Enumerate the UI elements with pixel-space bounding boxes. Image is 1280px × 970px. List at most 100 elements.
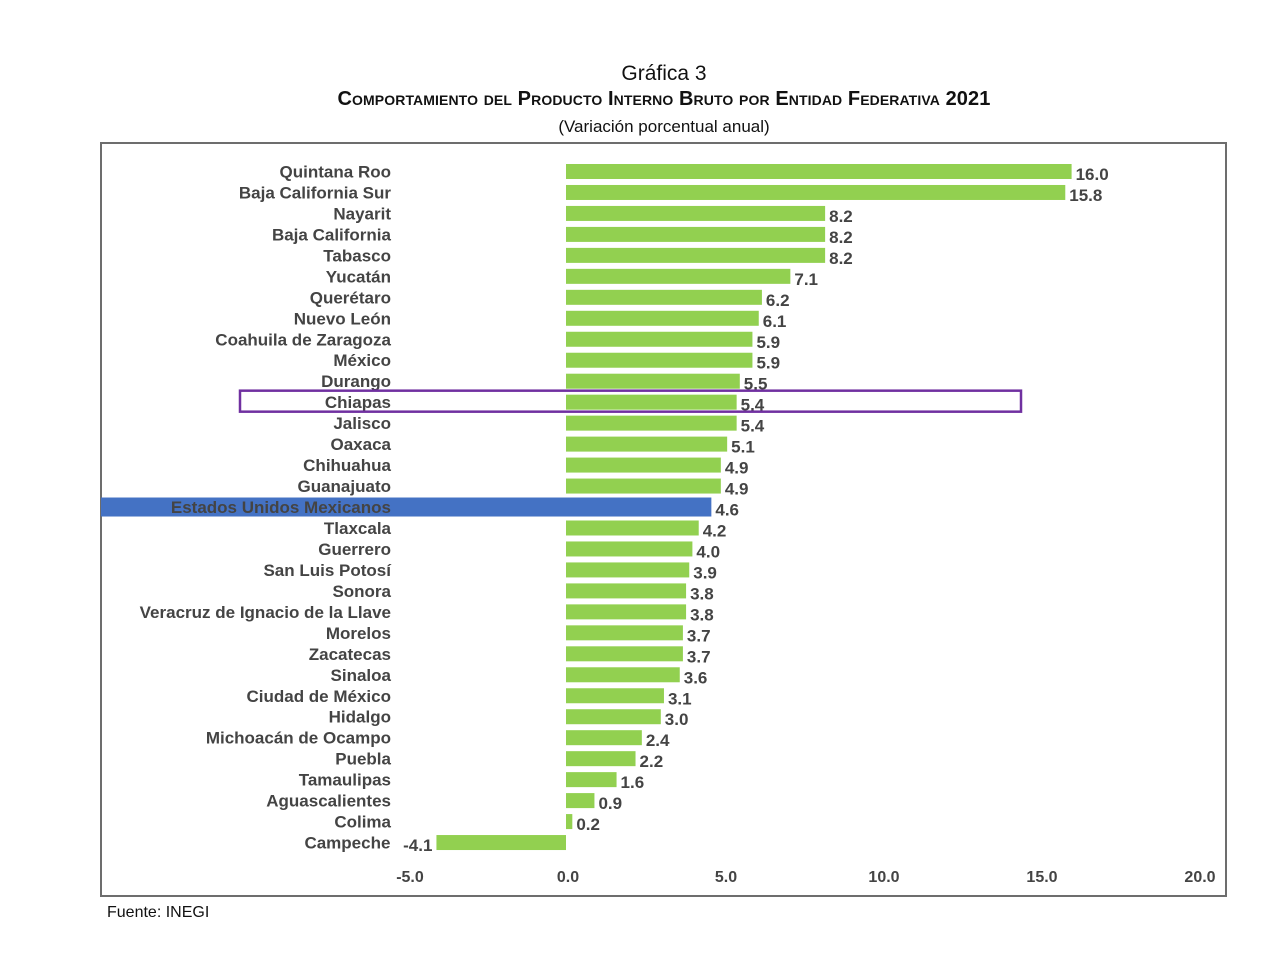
value-label: 16.0 — [1076, 165, 1109, 184]
bar-9 — [566, 352, 753, 368]
category-label: Coahuila de Zaragoza — [215, 330, 391, 349]
category-label: Sonora — [332, 582, 391, 601]
category-label: Chiapas — [325, 393, 391, 412]
bar-6 — [566, 289, 762, 305]
category-label: Veracruz de Ignacio de la Llave — [140, 603, 391, 622]
category-label: San Luis Potosí — [263, 561, 392, 580]
bar-11 — [566, 394, 737, 410]
category-label: Aguascalientes — [266, 792, 391, 811]
bar-31 — [566, 814, 573, 830]
category-label: Michoacán de Ocampo — [206, 729, 391, 748]
x-tick-label: 5.0 — [715, 869, 737, 886]
bar-15 — [566, 478, 721, 494]
category-label: Quintana Roo — [280, 163, 391, 182]
value-label: 3.8 — [690, 584, 714, 603]
bar-7 — [566, 310, 759, 326]
source-note: Fuente: INEGI — [107, 904, 210, 921]
value-label: 6.2 — [766, 291, 790, 310]
value-label: 0.9 — [598, 794, 622, 813]
bar-19 — [566, 562, 690, 578]
bar-27 — [566, 730, 642, 746]
category-label: Tamaulipas — [299, 771, 391, 790]
bar-30 — [566, 793, 595, 809]
value-label: 3.6 — [684, 668, 708, 687]
bar-21 — [566, 604, 687, 620]
category-label: Baja California Sur — [239, 183, 391, 202]
x-tick-label: -5.0 — [396, 869, 424, 886]
bar-18 — [566, 541, 693, 557]
category-label: Puebla — [335, 750, 391, 769]
value-label: 5.4 — [741, 396, 765, 415]
chart-label: Gráfica 3 — [621, 62, 707, 85]
x-tick-label: 20.0 — [1184, 869, 1215, 886]
value-label: 1.6 — [621, 773, 645, 792]
value-label: 5.4 — [741, 417, 765, 436]
value-label: 15.8 — [1069, 186, 1102, 205]
chart-frame — [100, 142, 1227, 897]
bar-17 — [566, 520, 699, 536]
bar-24 — [566, 667, 680, 683]
value-label: 2.2 — [640, 752, 664, 771]
category-label: Ciudad de México — [246, 687, 391, 706]
category-label: Guanajuato — [297, 477, 391, 496]
category-label: Zacatecas — [309, 645, 391, 664]
category-label: Sinaloa — [331, 666, 392, 685]
category-label: Nuevo León — [294, 309, 391, 328]
value-label: 2.4 — [646, 731, 670, 750]
value-label: 4.2 — [703, 521, 727, 540]
value-label: 0.2 — [576, 815, 600, 834]
category-label: Tlaxcala — [324, 519, 392, 538]
category-label: Querétaro — [310, 288, 391, 307]
bar-12 — [566, 415, 737, 431]
category-label: Nayarit — [333, 204, 391, 223]
value-label: 8.2 — [829, 249, 853, 268]
value-label: 3.1 — [668, 689, 692, 708]
x-tick-label: 10.0 — [868, 869, 899, 886]
bar-5 — [566, 268, 791, 284]
category-label: Chihuahua — [303, 456, 391, 475]
bar-26 — [566, 709, 661, 725]
value-label: 3.0 — [665, 710, 689, 729]
bar-22 — [566, 625, 683, 641]
value-label: 8.2 — [829, 207, 853, 226]
value-label: 4.0 — [696, 542, 720, 561]
value-label: 3.8 — [690, 605, 714, 624]
category-label: Hidalgo — [329, 708, 391, 727]
value-label: 4.9 — [725, 480, 749, 499]
value-label: 5.5 — [744, 375, 768, 394]
category-label: Baja California — [272, 225, 392, 244]
bar-0 — [566, 164, 1072, 179]
value-label: 3.7 — [687, 626, 711, 645]
bar-14 — [566, 457, 721, 473]
value-label: 3.9 — [693, 563, 717, 582]
x-tick-label: 0.0 — [557, 869, 579, 886]
bar-23 — [566, 646, 683, 662]
bar-29 — [566, 772, 617, 788]
bar-1 — [566, 184, 1066, 200]
bar-4 — [566, 247, 826, 263]
category-label: Colima — [334, 813, 391, 832]
category-label: Estados Unidos Mexicanos — [171, 498, 391, 517]
value-label: -4.1 — [403, 836, 432, 855]
chart-title: Comportamiento del Producto Interno Brut… — [337, 88, 991, 110]
bar-20 — [566, 583, 687, 599]
bar-25 — [566, 688, 664, 704]
category-label: Guerrero — [318, 540, 391, 559]
category-label: México — [333, 351, 391, 370]
bar-32 — [436, 835, 566, 851]
value-label: 7.1 — [794, 270, 818, 289]
category-label: Durango — [321, 372, 391, 391]
value-label: 5.9 — [756, 333, 780, 352]
bar-13 — [566, 436, 728, 452]
value-label: 4.6 — [715, 501, 739, 520]
category-label: Oaxaca — [331, 435, 392, 454]
value-label: 4.9 — [725, 459, 749, 478]
value-label: 5.1 — [731, 438, 755, 457]
bar-2 — [566, 205, 826, 221]
value-label: 6.1 — [763, 312, 787, 331]
value-label: 8.2 — [829, 228, 853, 247]
category-label: Campeche — [304, 834, 390, 853]
bar-10 — [566, 373, 740, 389]
category-label: Jalisco — [333, 414, 391, 433]
